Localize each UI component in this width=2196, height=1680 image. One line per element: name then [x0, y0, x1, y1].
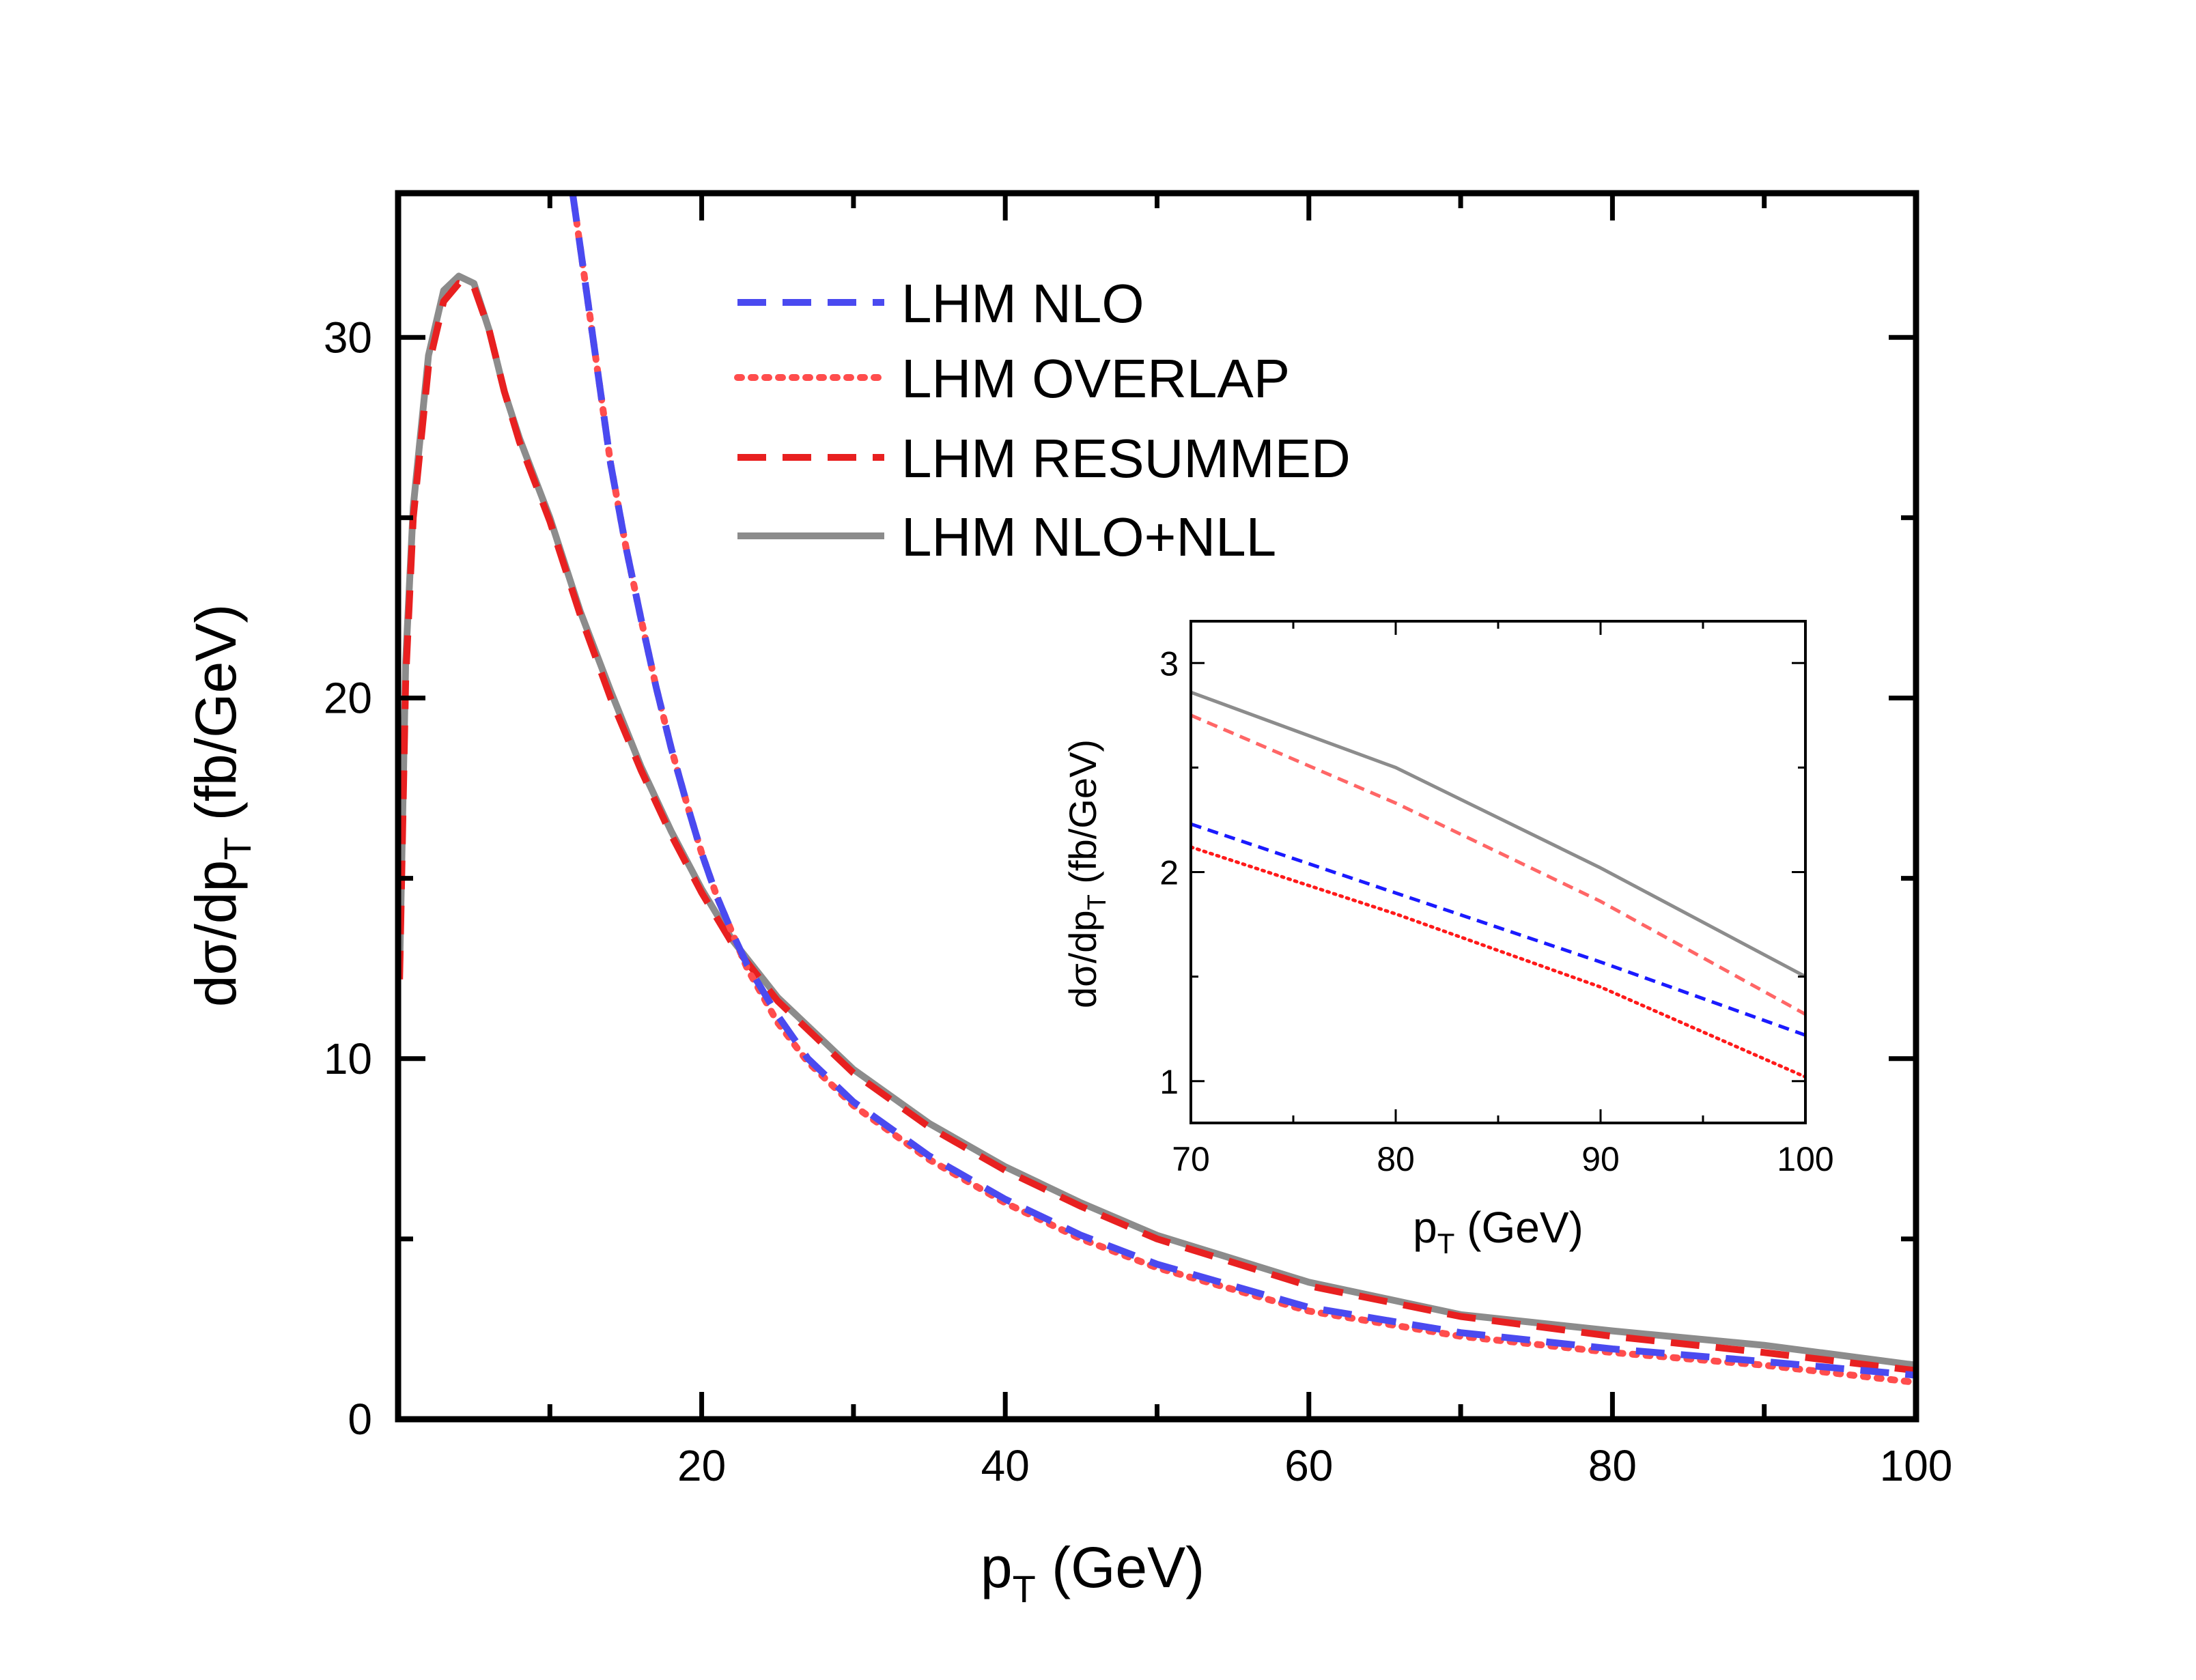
inset-y-tick-label: 2	[1159, 854, 1179, 892]
main-x-tick-label: 20	[677, 1441, 726, 1490]
inset-x-axis-base: p	[1413, 1203, 1437, 1252]
legend: LHM NLO LHM OVERLAP LHM RESUMMED LHM NLO…	[734, 273, 1351, 567]
main-series-group	[398, 193, 1916, 1386]
inset-plot-frame	[1190, 620, 1807, 1124]
inset-x-tick-label: 90	[1581, 1140, 1620, 1178]
main-y-tick-label: 20	[324, 674, 372, 723]
legend-label-nlonll: LHM NLO+NLL	[901, 507, 1276, 567]
main-y-axis-sub: T	[216, 837, 259, 860]
main-x-tick-label: 80	[1588, 1441, 1637, 1490]
legend-label-overlap: LHM OVERLAP	[901, 348, 1290, 409]
main-y-axis-title: dσ/dpT (fb/GeV)	[184, 604, 259, 1007]
main-series-nlo	[569, 193, 1916, 1379]
main-plot-frame	[395, 190, 1919, 1423]
inset-series-overlap	[1191, 845, 1805, 1079]
main-y-tick-label: 0	[348, 1395, 372, 1444]
main-series-resummed	[398, 280, 1916, 1374]
inset-y-tick-label: 3	[1159, 644, 1179, 683]
main-y-axis-base: dσ/dp	[184, 860, 248, 1007]
inset-x-axis-sub: T	[1437, 1227, 1455, 1259]
main-y-tick-label: 10	[324, 1034, 372, 1083]
inset-series-nlonll	[1191, 690, 1805, 978]
main-y-axis-unit: (fb/GeV)	[184, 604, 248, 837]
inset-x-tick-label: 100	[1777, 1140, 1833, 1178]
legend-label-nlo: LHM NLO	[901, 273, 1144, 334]
inset-background	[1191, 621, 1805, 1123]
main-x-tick-label: 100	[1880, 1441, 1953, 1490]
inset-x-tick-label: 80	[1377, 1140, 1415, 1178]
main-series-overlap	[569, 193, 1916, 1386]
main-x-tick-label: 60	[1284, 1441, 1333, 1490]
inset-y-axis-base: dσ/dp	[1061, 910, 1104, 1008]
main-x-tick-label: 40	[981, 1441, 1030, 1490]
inset-series-group	[1191, 690, 1805, 1079]
inset-series-resummed	[1191, 713, 1805, 1016]
main-x-axis-sub: T	[1013, 1567, 1036, 1610]
inset-y-tick-labels: 1 2 3	[1159, 644, 1179, 1101]
main-x-axis-title: pT (GeV)	[981, 1535, 1205, 1610]
inset-x-tick-label: 70	[1172, 1140, 1210, 1178]
inset-x-tick-labels: 70 80 90 100	[1172, 1140, 1834, 1178]
main-x-axis-unit: (GeV)	[1036, 1535, 1205, 1599]
legend-label-resummed: LHM RESUMMED	[901, 428, 1351, 489]
inset-y-tick-label: 1	[1159, 1063, 1179, 1101]
inset-x-axis-title: pT (GeV)	[1413, 1203, 1583, 1259]
inset-y-axis-title: dσ/dpT (fb/GeV)	[1061, 739, 1112, 1008]
main-x-axis-base: p	[981, 1535, 1013, 1599]
inset-y-axis-unit: (fb/GeV)	[1061, 739, 1104, 894]
main-y-tick-label: 30	[324, 313, 372, 362]
inset-series-nlo	[1191, 822, 1805, 1037]
main-x-tick-labels: 20 40 60 80 100	[677, 1441, 1952, 1490]
inset-x-axis-unit: (GeV)	[1454, 1203, 1583, 1252]
main-y-tick-labels: 0 10 20 30	[324, 313, 372, 1444]
inset-plot-panel: 70 80 90 100 123 pT (GeV) dσ/dpT (fb/GeV)	[1061, 620, 1834, 1259]
inset-y-axis-sub: T	[1083, 894, 1112, 910]
